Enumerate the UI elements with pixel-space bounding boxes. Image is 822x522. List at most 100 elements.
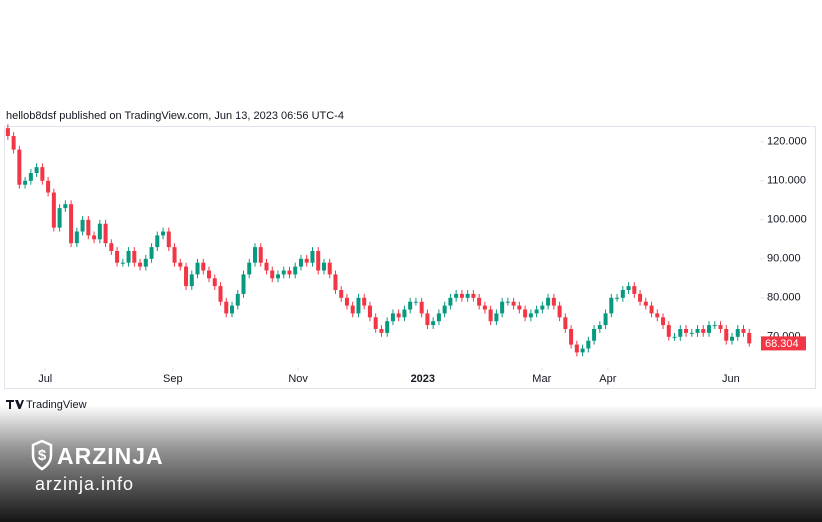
candle-body xyxy=(161,231,166,236)
candle-body xyxy=(517,305,522,310)
candle-body xyxy=(241,274,246,294)
candle-body xyxy=(149,247,154,259)
candle-body xyxy=(362,297,367,306)
candle-body xyxy=(655,313,660,318)
candle-body xyxy=(189,274,194,287)
candle-body xyxy=(638,293,643,302)
candle-body xyxy=(661,317,666,326)
candle-body xyxy=(270,270,275,279)
candle-body xyxy=(327,262,332,275)
candle-body xyxy=(224,301,229,314)
candle-body xyxy=(207,270,212,279)
candle-body xyxy=(92,235,97,240)
candle-body xyxy=(597,325,602,330)
watermark: $ ARZINJA arzinja.info xyxy=(31,439,164,494)
candle-body xyxy=(344,297,349,306)
candle-body xyxy=(678,329,683,337)
candle-body xyxy=(333,274,338,291)
candle-body xyxy=(730,336,735,341)
y-tick-label: 80.000 xyxy=(767,292,801,304)
candle-body xyxy=(155,235,160,248)
x-tick-label: 2023 xyxy=(411,373,435,385)
candle-body xyxy=(747,332,752,344)
candle-body xyxy=(40,167,45,181)
candle-body xyxy=(454,293,459,298)
watermark-site: arzinja.info xyxy=(35,474,134,494)
candle-body xyxy=(184,266,189,287)
chart-frame xyxy=(4,126,816,389)
candle-body xyxy=(695,329,700,333)
candle-body xyxy=(546,297,551,306)
candle-body xyxy=(505,301,510,303)
y-tick-label: 110.000 xyxy=(767,175,806,187)
candle-body xyxy=(126,251,131,263)
candle-body xyxy=(390,313,395,322)
candle-body xyxy=(46,180,51,193)
candle-body xyxy=(523,309,528,318)
candle-body xyxy=(448,297,453,306)
candle-body xyxy=(666,325,671,337)
candle-body xyxy=(413,301,418,303)
candle-body xyxy=(609,297,614,314)
candle-body xyxy=(528,313,533,318)
candle-body xyxy=(396,313,401,318)
candle-body xyxy=(494,313,499,322)
candle-body xyxy=(293,266,298,275)
candle-body xyxy=(408,301,413,310)
candle-body xyxy=(367,305,372,318)
candle-body xyxy=(28,173,33,181)
svg-text:$: $ xyxy=(38,447,47,464)
candle-body xyxy=(350,305,355,314)
y-tick-label: 120.000 xyxy=(767,136,807,148)
candle-body xyxy=(718,325,723,330)
y-tick-label: 100.000 xyxy=(767,214,807,226)
tv-logo: TradingView xyxy=(6,399,87,411)
candle-body xyxy=(534,309,539,314)
candle-body xyxy=(459,293,464,298)
candle-body xyxy=(712,325,717,327)
candle-body xyxy=(442,305,447,314)
brand: TradingView xyxy=(26,399,87,411)
candle-body xyxy=(632,286,637,294)
candle-body xyxy=(69,204,74,244)
candle-body xyxy=(643,301,648,306)
candle-body xyxy=(615,297,620,299)
candle-body xyxy=(103,223,108,244)
candle-body xyxy=(17,149,22,185)
candle-body xyxy=(356,297,361,314)
y-tick-label: 90.000 xyxy=(767,253,801,265)
candle-body xyxy=(477,297,482,306)
candle-body xyxy=(603,313,608,326)
candle-body xyxy=(74,231,79,244)
candle-body xyxy=(57,208,62,228)
candle-body xyxy=(51,192,56,228)
candle-body xyxy=(488,309,493,322)
candle-body xyxy=(724,329,729,341)
candle-body xyxy=(707,325,712,333)
candle-body xyxy=(132,251,137,263)
candle-body xyxy=(252,247,258,263)
candle-body xyxy=(235,293,240,306)
candle-body xyxy=(212,278,217,287)
watermark-name: ARZINJA xyxy=(57,443,164,469)
candle-body xyxy=(63,204,68,209)
candle-body xyxy=(230,305,235,314)
candle-body xyxy=(281,270,286,275)
candle-body xyxy=(419,301,424,314)
candle-body xyxy=(247,262,252,275)
candle-body xyxy=(626,286,631,291)
publish-info: hellob8dsf published on TradingView.com,… xyxy=(6,110,344,122)
candle-body xyxy=(649,305,654,314)
x-tick-label: Mar xyxy=(532,373,551,385)
candle-body xyxy=(23,180,28,185)
candle-body xyxy=(465,293,470,298)
candle-body xyxy=(379,329,384,333)
candle-body xyxy=(425,313,430,326)
candle-body xyxy=(373,317,378,330)
candle-body xyxy=(316,251,321,271)
candle-body xyxy=(511,301,516,306)
candle-body xyxy=(275,274,280,279)
candle-body xyxy=(689,332,694,334)
candle-body xyxy=(471,293,476,298)
